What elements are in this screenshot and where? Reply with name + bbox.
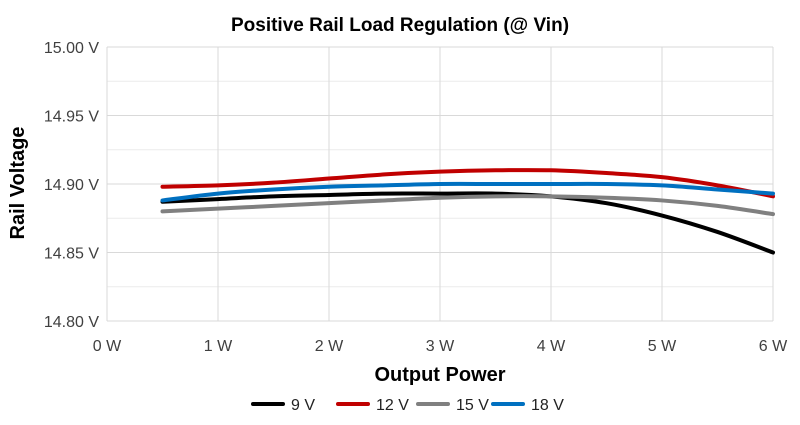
y-tick-label: 14.80 V	[44, 314, 99, 331]
y-tick-label: 15.00 V	[44, 40, 99, 57]
y-tick-label: 14.90 V	[44, 177, 99, 194]
legend: 9 V 12 V 15 V 18 V	[251, 397, 564, 414]
series-line-12v	[160, 168, 775, 199]
y-tick-label: 14.95 V	[44, 109, 99, 126]
x-axis-ticks: 0 W 1 W 2 W 3 W 4 W 5 W 6 W	[93, 338, 788, 355]
chart-title: Positive Rail Load Regulation (@ Vin)	[231, 15, 569, 36]
x-tick-label: 1 W	[204, 338, 233, 355]
series-layer	[160, 168, 775, 255]
series-line-18v	[160, 181, 775, 203]
legend-label-9v: 9 V	[291, 397, 315, 414]
series-line-9v	[160, 191, 775, 255]
legend-label-15v: 15 V	[456, 397, 489, 414]
x-tick-label: 3 W	[426, 338, 455, 355]
x-tick-label: 0 W	[93, 338, 122, 355]
x-axis-title: Output Power	[374, 364, 505, 386]
legend-label-18v: 18 V	[531, 397, 564, 414]
x-tick-label: 5 W	[648, 338, 677, 355]
y-tick-label: 14.85 V	[44, 246, 99, 263]
x-tick-label: 4 W	[537, 338, 566, 355]
y-axis-ticks: 14.80 V 14.85 V 14.90 V 14.95 V 15.00 V	[44, 40, 99, 331]
series-line-15v	[160, 194, 775, 217]
x-tick-label: 6 W	[759, 338, 788, 355]
y-axis-title: Rail Voltage	[7, 127, 29, 240]
legend-label-12v: 12 V	[376, 397, 409, 414]
x-tick-label: 2 W	[315, 338, 344, 355]
